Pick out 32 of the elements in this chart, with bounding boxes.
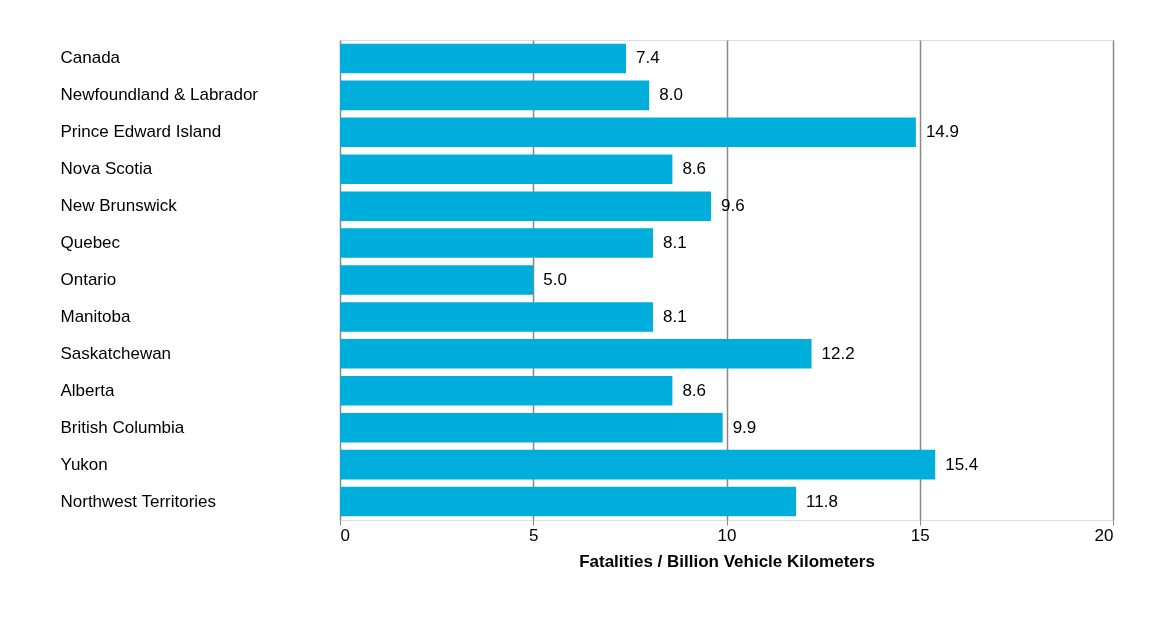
data-label: 15.4 <box>945 454 979 474</box>
data-label: 9.6 <box>721 196 745 216</box>
data-label: 8.1 <box>663 306 687 326</box>
y-tick-label: Canada <box>60 48 121 68</box>
data-label: 8.6 <box>682 159 707 179</box>
y-tick-label: Yukon <box>60 454 108 474</box>
data-label: 8.1 <box>663 233 687 253</box>
y-tick-label: Nova Scotia <box>60 159 153 179</box>
data-label: 9.9 <box>732 417 757 437</box>
y-tick-label: Northwest Territories <box>60 491 217 511</box>
y-tick-label: British Columbia <box>60 417 185 437</box>
y-tick-label: Newfoundland & Labrador <box>60 85 259 105</box>
y-tick-label: Quebec <box>60 233 121 253</box>
x-tick-label: 15 <box>910 525 930 545</box>
y-tick-label: Manitoba <box>60 306 131 326</box>
y-tick-label: New Brunswick <box>60 196 178 216</box>
x-tick-label: 0 <box>340 525 350 545</box>
y-tick-label: Ontario <box>60 270 117 289</box>
data-label: 12.2 <box>821 343 855 363</box>
x-axis-title: Fatalities / Billion Vehicle Kilometers <box>579 551 875 571</box>
data-label: 8.6 <box>682 380 707 400</box>
data-label: 14.9 <box>925 122 959 142</box>
y-tick-label: Alberta <box>60 380 115 400</box>
x-tick-label: 5 <box>529 525 539 545</box>
data-label: 11.8 <box>806 491 838 511</box>
x-tick-label: 20 <box>1094 525 1114 545</box>
y-tick-label: Prince Edward Island <box>60 122 222 142</box>
y-tick-label: Saskatchewan <box>60 343 172 363</box>
x-tick-label: 10 <box>717 525 737 545</box>
data-label: 7.4 <box>636 48 660 68</box>
data-label: 5.0 <box>543 270 567 289</box>
data-label: 8.0 <box>659 85 683 105</box>
